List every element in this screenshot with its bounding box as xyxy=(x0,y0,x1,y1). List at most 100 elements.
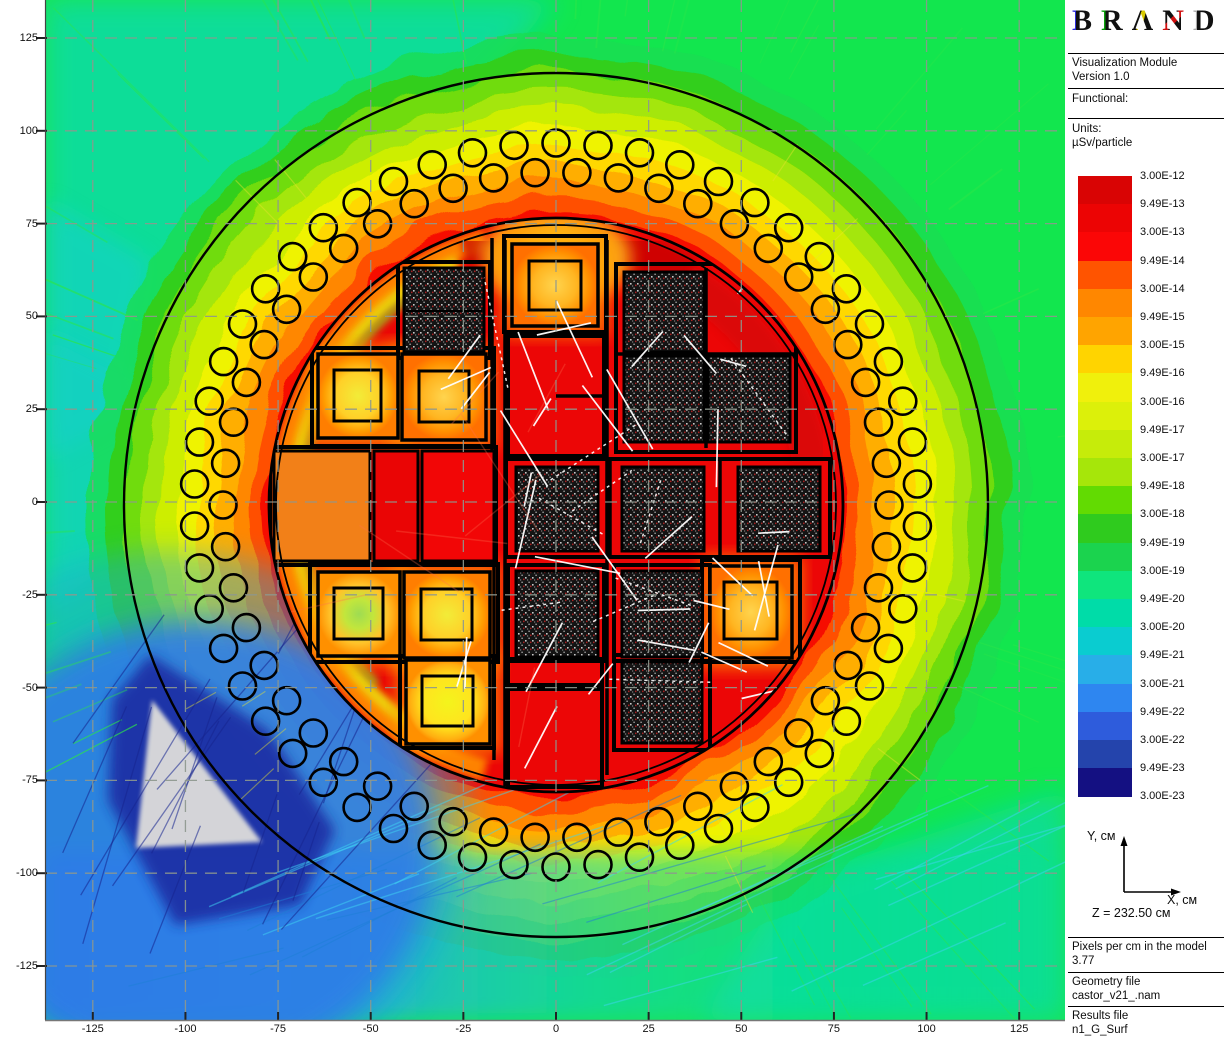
track-streak xyxy=(239,768,275,801)
track-streak xyxy=(877,747,922,782)
track-streak xyxy=(262,687,379,925)
track-streak xyxy=(595,0,602,49)
track-streak xyxy=(45,352,97,370)
track-streak xyxy=(456,794,682,898)
fuel-assembly-bright xyxy=(404,658,492,746)
track-streak xyxy=(982,288,1040,315)
y-axis-tick-label: -75 xyxy=(22,774,38,787)
rod-channel xyxy=(378,166,409,197)
track-streak xyxy=(208,808,440,908)
legend-scale-value: 9.49E-23 xyxy=(1140,762,1185,775)
rod-channel xyxy=(850,612,881,643)
track-streak xyxy=(759,899,816,1006)
track-streak xyxy=(52,689,128,723)
track-streak xyxy=(72,719,123,745)
rod-channel xyxy=(271,294,302,325)
rod-channel xyxy=(499,130,529,161)
track-streak xyxy=(757,560,770,617)
rod-channel xyxy=(902,511,933,541)
track-streak xyxy=(52,334,116,357)
y-axis-tick-label: -125 xyxy=(15,960,38,972)
basket-cell xyxy=(272,449,372,563)
rod-channel xyxy=(583,130,613,161)
rod-channel xyxy=(871,531,902,562)
track-streak xyxy=(730,357,787,435)
track-streak xyxy=(862,922,1006,987)
y-axis-tick-label: -100 xyxy=(15,867,38,880)
fuel-assembly-stippled xyxy=(514,569,600,659)
results-file-label: Results file xyxy=(1072,1010,1129,1022)
track-streak xyxy=(929,83,1049,186)
fuel-assembly-stippled xyxy=(620,660,704,745)
track-streak xyxy=(523,705,558,769)
rod-channel xyxy=(438,173,468,204)
track-streak xyxy=(532,398,552,427)
compartment-frame xyxy=(308,562,500,664)
track-streak xyxy=(538,497,606,537)
rod-channel xyxy=(804,241,835,272)
legend-scale-value: 9.49E-15 xyxy=(1140,311,1185,323)
rod-channel xyxy=(562,157,592,188)
grid-lines xyxy=(45,0,1065,1020)
track-streak xyxy=(72,614,165,744)
track-streak xyxy=(792,938,838,1020)
track-streak xyxy=(242,794,278,893)
rod-channel xyxy=(328,746,359,777)
rod-channel xyxy=(863,572,894,603)
legend-scale-value: 3.00E-19 xyxy=(1140,564,1185,577)
legend-color-band xyxy=(1078,232,1132,262)
axis-orientation-widget xyxy=(1120,836,1181,896)
results-file-value: n1_G_Surf xyxy=(1072,1024,1128,1036)
divider xyxy=(1068,88,1224,89)
rod-channel xyxy=(873,633,904,664)
track-streak xyxy=(262,873,420,936)
legend-color-band xyxy=(1078,345,1132,374)
rod-channel xyxy=(854,309,885,339)
rod-channel xyxy=(194,386,224,417)
rod-channel xyxy=(208,346,239,377)
legend-color-band xyxy=(1078,683,1132,713)
rod-channel xyxy=(457,138,488,168)
rod-channel xyxy=(783,262,814,292)
brand-letter: B xyxy=(1072,4,1093,37)
track-streak xyxy=(517,331,550,411)
legend-color-band xyxy=(1078,655,1132,685)
brand-letter: Λ xyxy=(1131,4,1154,37)
track-streak xyxy=(661,0,676,52)
rod-channel xyxy=(664,830,695,861)
track-streak xyxy=(758,530,790,535)
track-streak xyxy=(111,716,232,887)
track-streak xyxy=(274,159,307,199)
track-streak xyxy=(80,678,211,896)
track-streak xyxy=(673,0,690,54)
track-streak xyxy=(272,0,309,63)
track-streak xyxy=(797,925,852,1018)
rod-channel xyxy=(457,842,488,873)
track-streak xyxy=(948,168,1003,211)
x-axis-tick-label: -50 xyxy=(362,1023,379,1035)
x-arrowhead xyxy=(1171,888,1181,896)
track-streak xyxy=(622,825,884,946)
track-streak xyxy=(713,811,730,842)
track-streak xyxy=(261,0,299,61)
track-streak xyxy=(825,871,932,1015)
track-streak xyxy=(45,312,114,340)
rod-channel xyxy=(644,806,674,837)
rod-channel xyxy=(308,212,339,243)
rod-channel xyxy=(562,822,592,853)
rod-channel xyxy=(703,813,734,844)
rod-channel xyxy=(438,806,468,837)
legend-scale-value: 3.00E-14 xyxy=(1140,282,1185,295)
dose-map-plot: 125 100 75 50 25 0 -25 -50 -75 -100 -125 -125 -100 -… xyxy=(15,0,1065,1035)
track-streak xyxy=(149,825,202,954)
legend-scale-value: 9.49E-18 xyxy=(1140,480,1185,493)
track-streak xyxy=(639,478,662,544)
divider xyxy=(1068,937,1224,938)
rod-channel xyxy=(478,163,509,193)
track-streak xyxy=(117,73,205,159)
legend-color-band xyxy=(1078,401,1132,431)
fuel-assembly-bright xyxy=(316,352,400,440)
x-axis-tick-label: -100 xyxy=(174,1023,197,1035)
track-streak xyxy=(440,366,492,391)
